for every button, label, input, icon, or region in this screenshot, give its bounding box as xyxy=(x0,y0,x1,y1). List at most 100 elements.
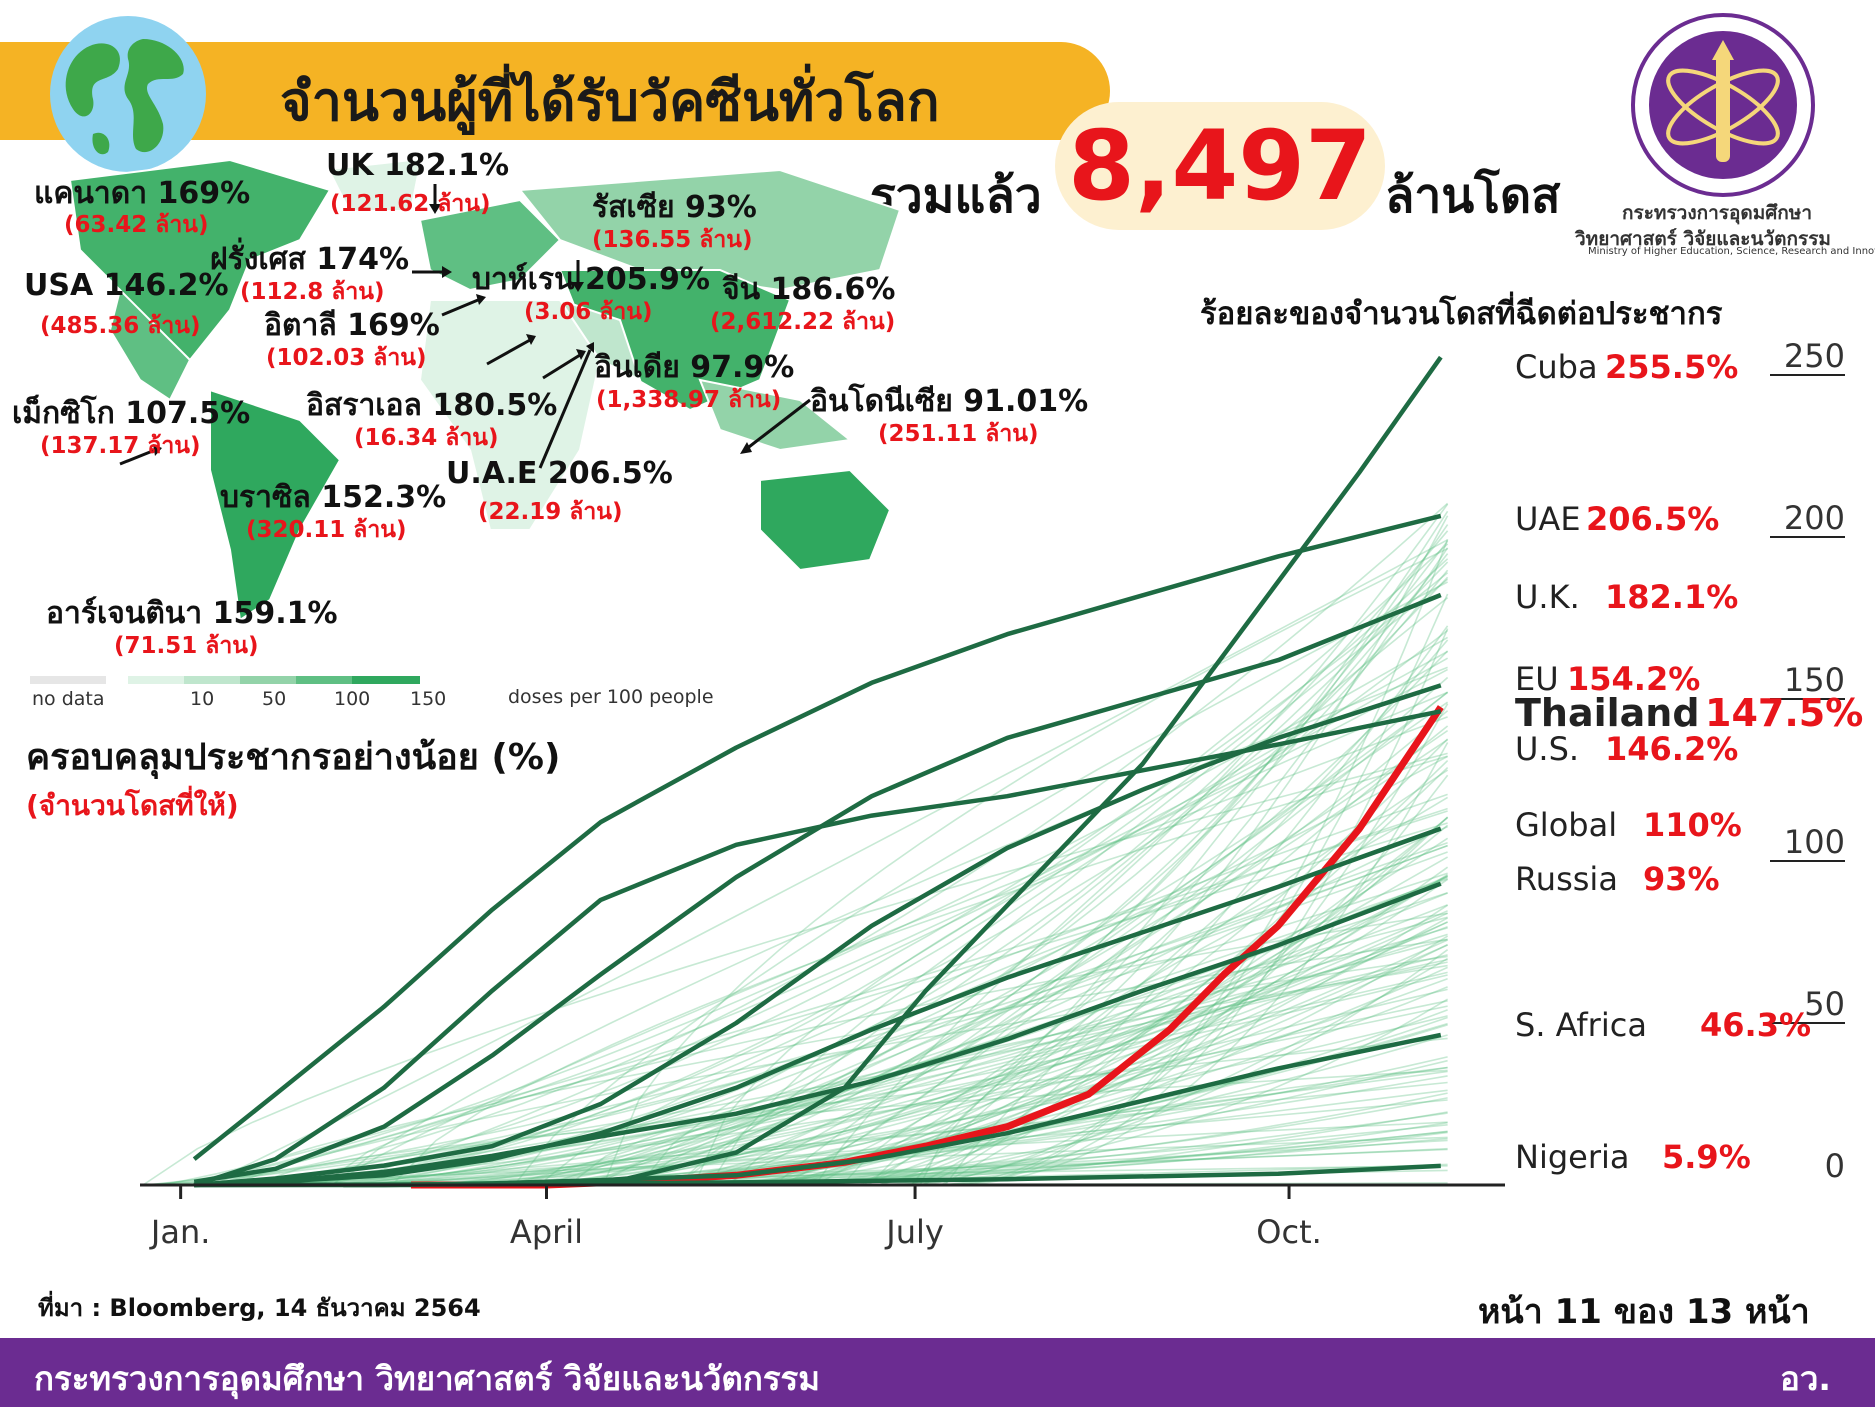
background-country-line xyxy=(203,572,1449,1186)
legend-nodata: no data xyxy=(32,688,105,710)
map-label-italy: อิตาลี 169% xyxy=(264,308,440,343)
background-country-line xyxy=(858,856,1448,1186)
background-country-line xyxy=(475,710,1449,1186)
world-map xyxy=(68,158,902,622)
background-country-line xyxy=(293,892,1448,1186)
background-country-line xyxy=(584,954,1448,1186)
map-value-russia: (136.55 ล้าน) xyxy=(592,227,753,253)
background-country-line xyxy=(479,561,1449,1186)
map-value-uk: (121.62 ล้าน) xyxy=(330,191,491,217)
background-country-line xyxy=(421,503,1449,1186)
background-country-line xyxy=(722,739,1449,1186)
y-tick-label: 250 xyxy=(1784,337,1845,375)
background-country-line xyxy=(163,810,1448,1186)
background-country-line xyxy=(728,774,1449,1186)
series-name-label: Cuba xyxy=(1515,348,1598,386)
background-country-line xyxy=(916,957,1449,1186)
map-label-indonesia: อินโดนีเซีย 91.01% xyxy=(810,384,1089,419)
map-value-mexico: (137.17 ล้าน) xyxy=(40,433,201,459)
series-value-label: 46.3% xyxy=(1700,1006,1811,1044)
background-country-line xyxy=(876,816,1449,1186)
coverage-label: ครอบคลุมประชากรอย่างน้อย (%) xyxy=(26,737,561,778)
background-country-line xyxy=(752,540,1449,1186)
series-value-label: 147.5% xyxy=(1705,691,1863,735)
map-value-bahrain: (3.06 ล้าน) xyxy=(524,299,653,325)
background-country-line xyxy=(652,926,1448,1186)
legend-swatch-4 xyxy=(296,676,352,684)
x-tick-label: Jan. xyxy=(149,1213,211,1251)
map-value-italy: (102.03 ล้าน) xyxy=(266,345,427,371)
background-country-line xyxy=(538,793,1448,1186)
series-value-label: 154.2% xyxy=(1567,660,1700,698)
background-country-line xyxy=(591,729,1449,1186)
background-country-line xyxy=(647,1124,1448,1186)
series-line-eu xyxy=(194,683,1442,1188)
background-country-line xyxy=(250,1069,1448,1186)
total-bubble xyxy=(1055,102,1385,230)
background-country-line xyxy=(209,1037,1448,1186)
legend-swatch-5 xyxy=(352,676,420,684)
series-name-label: U.K. xyxy=(1515,578,1580,616)
map-label-israel: อิสราเอล 180.5% xyxy=(306,388,558,423)
background-country-line xyxy=(278,629,1449,1186)
map-label-brazil: บราซิล 152.3% xyxy=(220,480,447,515)
background-country-line xyxy=(779,547,1449,1186)
series-value-label: 206.5% xyxy=(1586,500,1719,538)
background-country-line xyxy=(237,558,1449,1186)
globe-icon xyxy=(50,16,206,172)
background-country-line xyxy=(314,910,1448,1186)
chart-title: ร้อยละของจำนวนโดสที่ฉีดต่อประชากร xyxy=(1200,296,1723,332)
background-country-line xyxy=(238,874,1448,1186)
background-country-line xyxy=(685,988,1448,1186)
background-country-line xyxy=(877,767,1449,1186)
background-country-line xyxy=(213,822,1448,1186)
series-name-label: UAE xyxy=(1515,500,1581,538)
series-name-label: Russia xyxy=(1515,860,1618,898)
background-country-line xyxy=(497,921,1448,1186)
footer-bar xyxy=(0,1338,1875,1407)
series-line-russia xyxy=(194,881,1442,1188)
background-country-line xyxy=(329,668,1448,1186)
background-country-line xyxy=(240,912,1448,1186)
y-tick-label: 150 xyxy=(1784,661,1845,699)
series-value-label: 5.9% xyxy=(1662,1138,1751,1176)
background-country-line xyxy=(339,1099,1448,1186)
background-country-line xyxy=(364,938,1448,1186)
background-country-line xyxy=(214,872,1448,1186)
coverage-sub: (จำนวนโดสที่ให้) xyxy=(26,789,239,822)
series-value-label: 182.1% xyxy=(1605,578,1738,616)
map-label-usa: USA 146.2% xyxy=(24,268,229,303)
legend-swatch-2 xyxy=(184,676,240,684)
background-country-line xyxy=(142,752,1448,1186)
background-country-line xyxy=(204,539,1448,1186)
legend-tick-50: 50 xyxy=(262,688,287,710)
legend-swatch-3 xyxy=(240,676,296,684)
background-country-line xyxy=(814,1059,1448,1186)
y-tick-label: 100 xyxy=(1784,823,1845,861)
background-country-line xyxy=(231,955,1448,1186)
background-country-line xyxy=(327,978,1448,1186)
map-label-france: ฝรั่งเศส 174% xyxy=(210,242,410,277)
legend-tick-150: 150 xyxy=(410,688,447,710)
background-country-line xyxy=(256,1081,1448,1186)
map-label-india: อินเดีย 97.9% xyxy=(594,350,795,385)
background-country-line xyxy=(940,873,1449,1186)
background-country-line xyxy=(944,742,1449,1186)
x-tick-label: April xyxy=(510,1213,583,1251)
background-country-line xyxy=(159,958,1448,1186)
legend-tick-100: 100 xyxy=(334,688,371,710)
y-tick-label: 50 xyxy=(1804,985,1845,1023)
background-country-line xyxy=(325,974,1448,1186)
map-value-indonesia: (251.11 ล้าน) xyxy=(878,421,1039,447)
series-value-label: 93% xyxy=(1643,860,1720,898)
total-suffix: ล้านโดส xyxy=(1385,168,1561,224)
background-country-line xyxy=(391,1015,1448,1186)
series-name-label: Thailand xyxy=(1515,691,1700,735)
legend-swatch-nodata xyxy=(30,676,106,684)
background-country-line xyxy=(265,691,1449,1186)
map-value-brazil: (320.11 ล้าน) xyxy=(246,517,407,543)
map-value-china: (2,612.22 ล้าน) xyxy=(710,309,896,335)
map-value-uae: (22.19 ล้าน) xyxy=(478,499,623,525)
source-note: ที่มา : Bloomberg, 14 ธันวาคม 2564 xyxy=(38,1294,481,1322)
map-label-uae: U.A.E 206.5% xyxy=(446,456,673,491)
